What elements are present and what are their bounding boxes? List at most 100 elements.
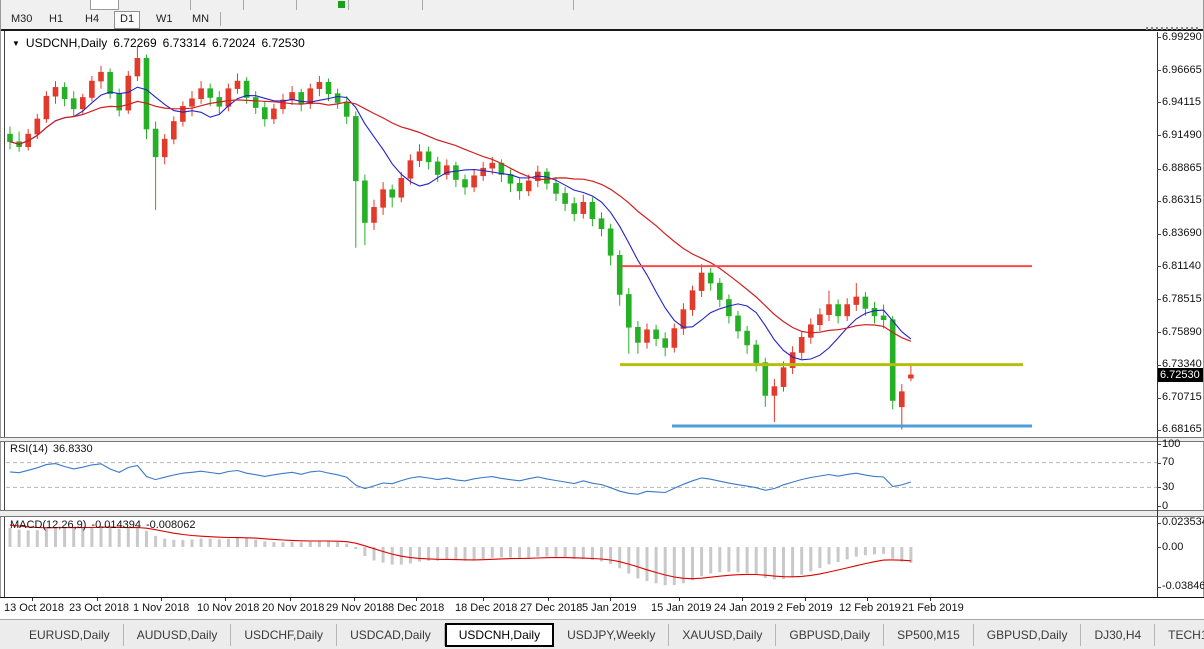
rsi-indicator-label: RSI(14) 36.8330 [10,443,98,455]
date-axis-tick [610,598,611,601]
price-axis-tick [1157,135,1161,137]
rsi-axis-tick [1157,487,1161,489]
tab-dj30-h4-10[interactable]: DJ30,H4 [1081,623,1156,646]
price-axis-label: 6.86315 [1162,194,1202,207]
timeframe-button-d1[interactable]: D1 [114,11,141,29]
date-axis-tick [742,598,743,601]
price-axis-tick [1157,266,1161,268]
tab-gbpusd-daily-9[interactable]: GBPUSD,Daily [974,623,1082,646]
macd-axis-tick [1157,586,1161,588]
date-axis-tick [416,598,417,601]
rsi-axis-tick [1157,444,1161,445]
rsi-chart-canvas[interactable] [6,441,1157,510]
chart-window-background [1,31,1203,598]
timeframe-button-h1[interactable]: H1 [49,13,64,25]
ma-fast-line [9,86,912,361]
tab-audusd-daily-1[interactable]: AUDUSD,Daily [124,623,232,646]
timeframe-button-h4[interactable]: H4 [85,13,100,25]
price-axis-label: 6.88865 [1162,162,1202,175]
price-axis-tick [1157,233,1161,235]
price-axis-tick [1157,37,1161,38]
timeframe-button-mn[interactable]: MN [192,13,210,25]
price-axis-label: 6.91490 [1162,128,1202,141]
date-axis-label: 12 Feb 2019 [839,602,901,614]
tab-tech100-11[interactable]: TECH100, [1155,624,1204,646]
chart-title: ▼ USDCNH,Daily 6.72269 6.73314 6.72024 6.7253… [12,36,311,50]
timeframe-button-m30[interactable]: M30 [11,13,33,25]
macd-main-value: -0.014394 [91,519,141,531]
date-axis-tick [225,598,226,601]
candlestick-series [7,46,914,430]
price-axis-label: 6.99290 [1162,30,1202,43]
date-axis-label: 8 Dec 2018 [388,602,445,614]
rsi-line [9,463,912,495]
toolbar-separator [220,12,221,26]
tab-xauusd-daily-6[interactable]: XAUUSD,Daily [669,623,777,646]
tab-sp500-m15-8[interactable]: SP500,M15 [884,623,974,646]
price-axis-tick [1157,70,1161,72]
date-axis-label: 10 Nov 2018 [197,602,260,614]
ma-slow-line [9,99,912,342]
price-axis-label: 6.94115 [1162,95,1201,108]
date-axis-label: 18 Dec 2018 [455,602,518,614]
chart-symbol-period: USDCNH,Daily [25,36,108,50]
price-axis-label: 6.75890 [1162,325,1202,338]
date-axis-label: 27 Dec 2018 [520,602,583,614]
tab-eurusd-daily-0[interactable]: EURUSD,Daily [16,623,124,646]
date-axis-tick [161,598,162,601]
toolbar-green-indicator-icon [338,1,345,8]
panel-bottom-border [0,597,1204,598]
tab-gbpusd-daily-7[interactable]: GBPUSD,Daily [776,623,885,646]
price-axis-label: 6.81140 [1162,259,1201,272]
ohlc-close: 6.72530 [261,36,305,50]
date-axis-tick [867,598,868,601]
tab-usdchf-daily-2[interactable]: USDCHF,Daily [231,623,338,646]
price-axis-tick [1157,102,1161,104]
toolbar-separator [243,0,244,10]
chart-title-dropdown-icon[interactable]: ▼ [12,39,20,48]
price-axis-tick [1157,200,1161,202]
macd-axis-label: -0.038466 [1162,580,1204,593]
rsi-axis-tick [1157,462,1161,464]
timeframe-button-w1[interactable]: W1 [156,13,173,25]
rsi-axis-label: 30 [1162,480,1175,493]
toolbar-button-partial [90,0,119,10]
rsi-axis-label: 0 [1162,499,1169,512]
toolbar-separator [190,0,191,10]
tab-usdjpy-weekly-5[interactable]: USDJPY,Weekly [554,623,670,646]
price-axis-label: 6.70715 [1162,391,1202,404]
price-chart-canvas[interactable] [6,32,1157,437]
date-axis-label: 13 Oct 2018 [4,602,64,614]
toolbar-separator [422,0,423,10]
price-axis-label: 6.96665 [1162,63,1202,76]
date-axis[interactable]: 13 Oct 2018 23 Oct 2018 1 Nov 2018 10 Nov 2… [0,598,1204,619]
panel-splitter[interactable] [0,437,1204,442]
date-axis-tick [97,598,98,601]
date-axis-tick [548,598,549,601]
chart-window-top-border [0,29,1204,31]
tab-usdcad-daily-3[interactable]: USDCAD,Daily [337,623,445,646]
macd-axis-label: 0.023534 [1162,516,1204,529]
window-resize-dots [1146,27,1198,30]
date-axis-tick [930,598,931,601]
toolbar-separator [573,0,574,10]
current-price-tag: 6.72530 [1158,367,1203,382]
macd-chart-canvas[interactable] [6,517,1157,597]
macd-indicator-label: MACD(12,26,9) -0.014394 -0.008062 [10,519,201,531]
price-axis-border [1157,32,1158,597]
ohlc-open: 6.72269 [113,36,157,50]
tab-usdcnh-daily-4[interactable]: USDCNH,Daily [444,622,555,647]
panel-splitter[interactable] [0,510,1204,517]
date-axis-tick [805,598,806,601]
date-axis-label: 20 Nov 2018 [262,602,325,614]
date-axis-label: 15 Jan 2019 [651,602,712,614]
date-axis-tick [290,598,291,601]
date-axis-tick [32,598,33,601]
macd-axis-tick [1157,522,1161,524]
price-axis-label: 6.73340 [1162,358,1202,371]
price-axis-tick [1157,332,1161,334]
price-axis-label: 6.78515 [1162,292,1202,305]
price-axis-tick [1157,397,1161,399]
date-axis-tick [679,598,680,601]
